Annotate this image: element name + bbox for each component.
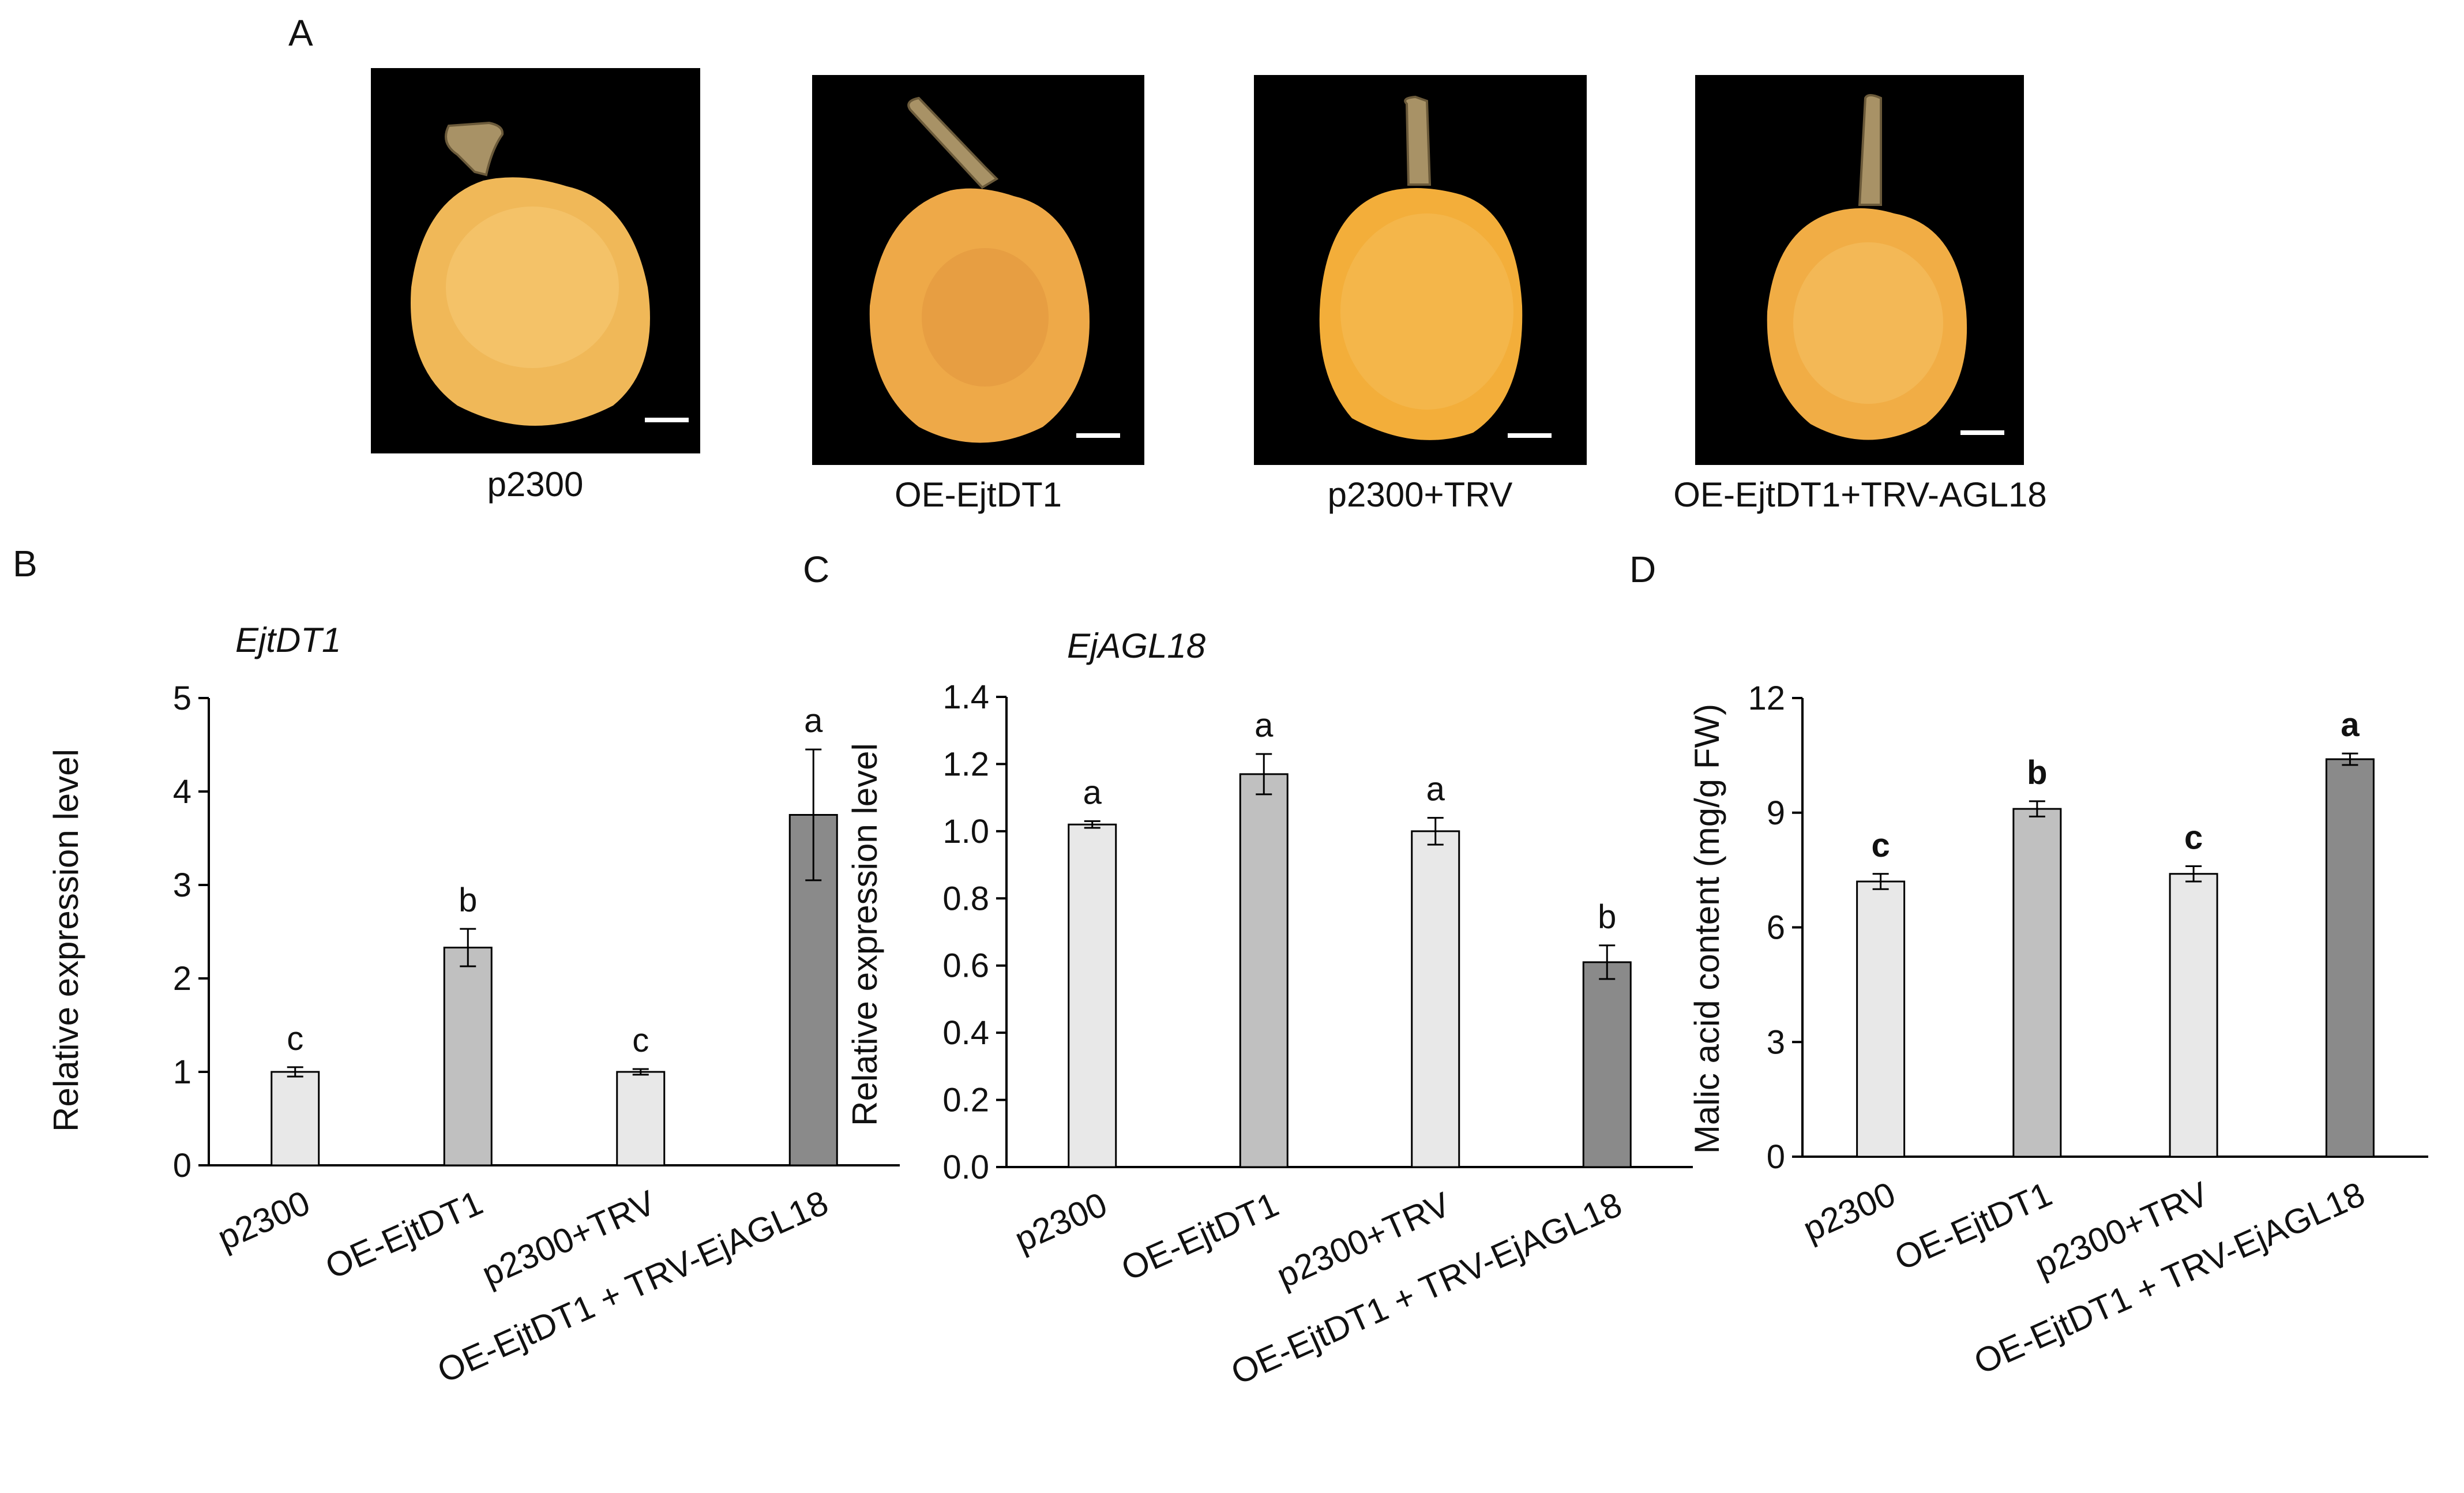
bar bbox=[1068, 823, 1117, 1168]
y-axis-label: Relative expression level bbox=[846, 743, 884, 1126]
y-tick-label: 0 bbox=[173, 1147, 191, 1184]
category-label: p2300 bbox=[212, 1183, 315, 1258]
fruit-photo-p2300-trv bbox=[1254, 75, 1587, 465]
y-axis-label: Malic acid content (mg/g FW) bbox=[1688, 704, 1726, 1154]
photo-label-p2300-trv: p2300+TRV bbox=[1327, 475, 1513, 514]
y-tick-label: 0.0 bbox=[942, 1149, 989, 1186]
bar bbox=[1239, 773, 1289, 1168]
y-tick-label: 1.4 bbox=[942, 678, 989, 716]
significance-letter: b bbox=[459, 881, 477, 919]
bar bbox=[443, 947, 493, 1166]
category-label: OE-EjtDT1 bbox=[320, 1183, 488, 1286]
chart-title-ejtdt1: EjtDT1 bbox=[235, 621, 341, 659]
significance-letter: c bbox=[1871, 827, 1890, 864]
y-tick-label: 0.2 bbox=[942, 1082, 989, 1119]
category-label: p2300 bbox=[1797, 1175, 1901, 1249]
y-tick-label: 0 bbox=[1767, 1138, 1785, 1176]
category-label: p2300 bbox=[1009, 1185, 1113, 1259]
bar bbox=[2325, 758, 2375, 1158]
significance-letter: a bbox=[2341, 706, 2360, 744]
photo-label-oe-ejtdt1: OE-EjtDT1 bbox=[894, 475, 1062, 514]
y-tick-label: 12 bbox=[1748, 680, 1785, 717]
bar bbox=[2169, 873, 2218, 1158]
y-tick-label: 1.2 bbox=[942, 745, 989, 783]
bar bbox=[616, 1071, 666, 1166]
fruit-photo-oe-ejtdt1 bbox=[812, 75, 1144, 465]
bar bbox=[1411, 830, 1460, 1168]
panel-letter-b: B bbox=[13, 543, 37, 584]
significance-letter: a bbox=[1254, 707, 1274, 744]
fruit-image bbox=[1319, 95, 1552, 440]
y-tick-label: 0.8 bbox=[942, 880, 989, 917]
y-tick-label: 9 bbox=[1767, 794, 1785, 832]
y-tick-label: 1 bbox=[173, 1053, 191, 1091]
y-tick-label: 4 bbox=[173, 773, 191, 811]
bar bbox=[1582, 961, 1632, 1168]
photo-label-oe-ejtdt1-trv-agl18: OE-EjtDT1+TRV-AGL18 bbox=[1673, 475, 2047, 514]
fruit-image bbox=[869, 96, 1120, 443]
significance-letter: b bbox=[2027, 754, 2047, 791]
significance-letter: a bbox=[1426, 771, 1445, 808]
fruit-photo-oe-ejtdt1-trv-agl18 bbox=[1695, 75, 2024, 465]
significance-letter: c bbox=[287, 1020, 303, 1057]
fruit-image bbox=[411, 121, 689, 426]
y-tick-label: 0.6 bbox=[942, 947, 989, 985]
significance-letter: c bbox=[2184, 819, 2203, 857]
fruit-image bbox=[1767, 94, 2004, 440]
bar bbox=[2012, 808, 2062, 1158]
y-tick-label: 2 bbox=[173, 960, 191, 997]
y-tick-label: 5 bbox=[173, 680, 191, 717]
y-tick-label: 1.0 bbox=[942, 813, 989, 850]
y-axis-label: Relative expression level bbox=[47, 749, 85, 1132]
bar bbox=[1856, 880, 1906, 1158]
y-tick-label: 3 bbox=[1767, 1023, 1785, 1061]
y-tick-label: 0.4 bbox=[942, 1014, 989, 1052]
panel-letter-c: C bbox=[803, 549, 830, 590]
fruit-photo-p2300 bbox=[371, 68, 700, 453]
chart-title-ejagl18: EjAGL18 bbox=[1067, 627, 1206, 665]
category-label: OE-EjtDT1 bbox=[1889, 1175, 2057, 1278]
y-tick-label: 3 bbox=[173, 866, 191, 904]
panel-letter-a: A bbox=[288, 12, 313, 54]
y-tick-label: 6 bbox=[1767, 909, 1785, 947]
significance-letter: b bbox=[1598, 898, 1616, 936]
photo-label-p2300: p2300 bbox=[487, 465, 584, 504]
significance-letter: a bbox=[804, 702, 823, 740]
category-label: OE-EjtDT1 bbox=[1115, 1185, 1284, 1288]
significance-letter: c bbox=[632, 1022, 649, 1059]
significance-letter: a bbox=[1083, 774, 1102, 811]
panel-letter-d: D bbox=[1629, 549, 1657, 590]
bar bbox=[271, 1071, 320, 1166]
